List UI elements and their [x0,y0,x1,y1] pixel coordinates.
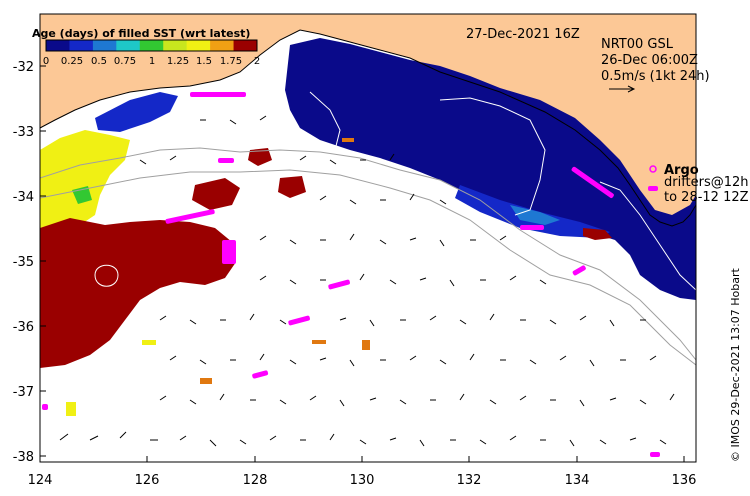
sst-red-scatter-2 [192,178,240,210]
sst-orange-bit-2 [312,340,326,344]
plot-border [39,13,697,463]
colorbar [45,39,258,52]
drifters-time-label: to 28-12 12Z [664,190,749,205]
sst-red-scatter-3 [278,176,306,198]
bathymetry-line-2 [40,169,696,366]
colorbar-swatch [163,40,188,51]
y-tick-label: -37 [13,385,34,400]
y-tick-label: -32 [13,60,34,75]
land-area [40,14,696,226]
x-tick-label: 126 [135,473,160,488]
colorbar-title: Age (days) of filled SST (wrt latest) [32,27,250,40]
x-tick-label: 128 [243,473,268,488]
product-name: NRT00 GSL [601,37,674,52]
sst-contour-line-4 [309,91,341,151]
sst-orange-bit-4 [342,138,354,142]
sst-yellow-bit-2 [142,340,156,345]
x-tick-label: 130 [350,473,375,488]
sst-contour-line-2 [599,181,696,291]
colorbar-tick-label: 2 [254,56,260,67]
argo-marker-icon [649,165,657,173]
scale-arrow-icon [609,85,636,93]
colorbar-tick-label: 1.5 [196,56,212,67]
colorbar-swatch [139,40,164,51]
y-tick-label: -35 [13,255,34,270]
sst-red-coastal-patch [583,228,612,240]
argo-label: Argo [664,163,699,178]
colorbar-tick-label: 0.5 [91,56,107,67]
x-axis [39,456,685,462]
sst-yellow-region [40,130,130,235]
colorbar-swatch [210,40,235,51]
colorbar-tick-label: 0.25 [61,56,83,67]
sst-orange-bit-3 [362,340,370,350]
sst-orange-bit [200,378,212,384]
colorbar-tick-label: 1.75 [220,56,242,67]
x-tick-label: 124 [28,473,53,488]
colorbar-swatch [116,40,141,51]
sst-red-region [40,218,236,368]
sst-yellow-bit [66,402,76,416]
colorbar-swatch [92,40,117,51]
colorbar-swatch [46,40,70,51]
colorbar-swatch [233,40,258,51]
colorbar-tick-label: 1.25 [167,56,189,67]
y-tick-label: -34 [13,190,34,205]
velocity-arrows [59,115,675,447]
drifter-tracks [42,92,660,457]
x-tick-label: 136 [672,473,697,488]
y-axis [40,65,46,457]
sst-deep-blue-region [285,38,696,300]
colorbar-swatch [186,40,211,51]
colorbar-tick-label: 0.75 [114,56,136,67]
colorbar-tick-label: 0 [43,56,49,67]
y-tick-label: -36 [13,320,34,335]
colorbar-labels: 0 0.25 0.5 0.75 1 1.25 1.5 1.75 2 [43,56,260,67]
coastline [40,29,696,227]
drifter-marker-icon [648,186,658,191]
sst-red-scatter-1 [248,148,272,166]
sst-blue-west-patch [95,92,178,132]
y-tick-label: -33 [13,125,34,140]
colorbar-border [45,39,258,52]
colorbar-tick-label: 1 [149,56,155,67]
sst-cyan-patch [510,205,560,225]
x-tick-label: 134 [565,473,590,488]
drifters-label: drifters@12h [664,175,749,190]
arrow-scale-label: 0.5m/s (1kt 24h) [601,69,710,84]
credit-label: © IMOS 29-Dec-2021 13:07 Hobart [729,267,742,462]
sst-contour-line [439,97,546,216]
bathymetry-line [40,147,696,361]
product-time: 26-Dec 06:00Z [601,53,698,68]
sst-contour-line-3 [94,264,119,287]
y-tick-label: -38 [13,450,34,465]
date-label: 27-Dec-2021 16Z [466,27,580,42]
x-tick-label: 132 [457,473,482,488]
colorbar-swatch [69,40,94,51]
